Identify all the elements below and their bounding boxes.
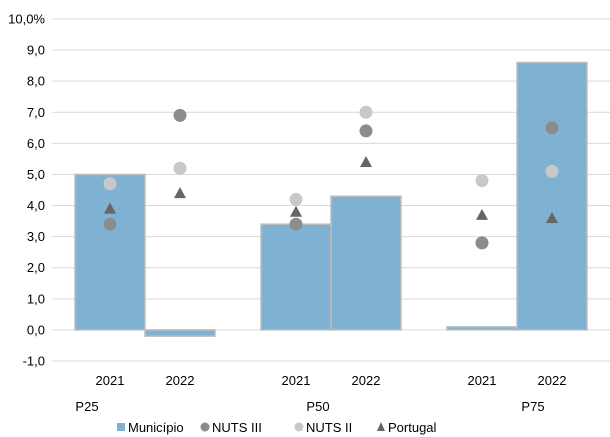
legend-label: Município [128,420,184,435]
point-nuts-iii [545,121,559,135]
x-tick-label: 2022 [166,373,195,388]
y-tick-label: 3,0 [27,229,45,244]
x-tick-label: 2022 [538,373,567,388]
x-group-label: P75 [521,399,544,414]
point-nuts-ii [359,105,373,119]
y-tick-label: 2,0 [27,260,45,275]
point-nuts-iii [289,217,303,231]
y-tick-label: 6,0 [27,136,45,151]
y-axis-ticks: -1,0 0,0 1,0 2,0 3,0 4,0 5,0 6,0 7,0 8,0 9,0 10,0% [8,12,45,369]
point-nuts-ii [545,164,559,178]
x-tick-label: 2021 [282,373,311,388]
legend: Município NUTS III NUTS II Portugal [117,420,437,435]
x-axis-groups: P25 P50 P75 [75,399,544,414]
legend-label: Portugal [388,420,437,435]
point-nuts-ii [289,192,303,206]
point-portugal [174,187,186,199]
point-nuts-iii [103,217,117,231]
y-tick-label: 7,0 [27,105,45,120]
point-portugal [290,205,302,217]
legend-label: NUTS III [212,420,262,435]
point-nuts-ii [475,174,489,188]
markers [103,105,559,250]
point-nuts-iii [359,124,373,138]
y-tick-label: 4,0 [27,198,45,213]
point-portugal [360,156,372,168]
x-group-label: P25 [75,399,98,414]
point-portugal [546,211,558,223]
y-tick-label: -1,0 [23,354,45,369]
point-nuts-ii [103,177,117,191]
y-tick-label: 9,0 [27,43,45,58]
legend-nuts-ii-icon [294,422,304,432]
y-tick-label: 5,0 [27,167,45,182]
point-portugal [104,202,116,214]
bar-municipio [74,173,146,331]
legend-portugal-icon [377,422,385,431]
y-tick-label: 1,0 [27,291,45,306]
bar-municipio [516,61,588,331]
y-tick-label: 10,0% [8,12,45,27]
legend-nuts-iii-icon [200,422,210,432]
x-tick-label: 2022 [352,373,381,388]
point-nuts-iii [173,108,187,122]
legend-label: NUTS II [306,420,352,435]
point-nuts-iii [475,236,489,250]
bar-municipio [144,329,216,337]
y-tick-label: 0,0 [27,322,45,337]
point-nuts-ii [173,161,187,175]
x-tick-label: 2021 [96,373,125,388]
point-portugal [476,208,488,220]
x-tick-label: 2021 [468,373,497,388]
y-tick-label: 8,0 [27,74,45,89]
legend-municipio-icon [117,423,125,431]
bar-municipio [330,195,402,331]
bars-municipio [74,61,588,337]
x-group-label: P50 [306,399,329,414]
x-axis-ticks: 2021 2022 2021 2022 2021 2022 [96,373,567,388]
bar-municipio [260,223,332,331]
bar-municipio [446,326,518,331]
